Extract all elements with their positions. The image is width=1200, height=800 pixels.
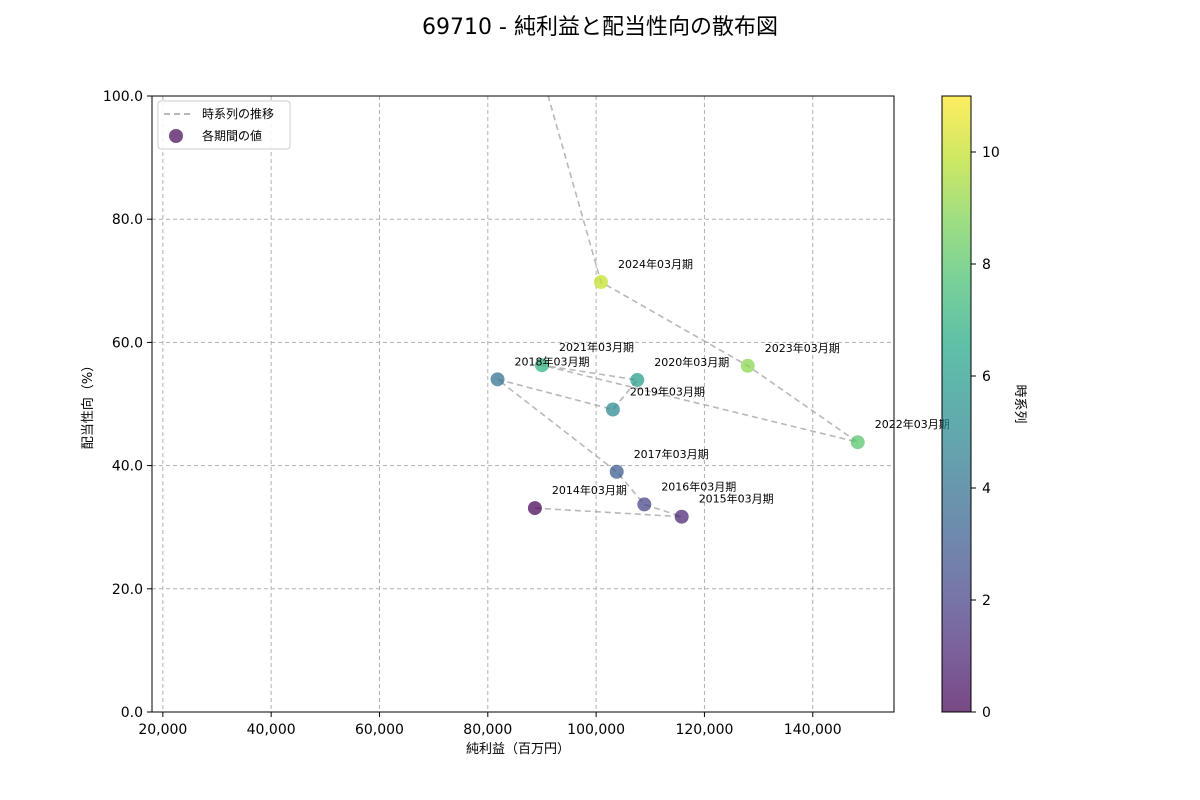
- x-tick-label: 100,000: [567, 722, 625, 738]
- colorbar: 0 2 4 6 8 10 時系列: [941, 95, 1027, 721]
- point-label: 2016年03月期: [661, 479, 736, 493]
- point-label: 2021年03月期: [559, 340, 634, 354]
- colorbar-tick-label: 10: [982, 145, 1000, 161]
- data-points: [490, 275, 865, 524]
- data-point: [534, 358, 549, 373]
- grid: [152, 96, 894, 712]
- y-tick-label: 0.0: [121, 705, 143, 721]
- legend-box: [157, 100, 291, 150]
- chart-title: 69710 - 純利益と配当性向の散布図: [422, 15, 778, 40]
- colorbar-frame: [941, 95, 972, 713]
- time-series-trail-line: [497, 96, 859, 518]
- x-tick-label: 60,000: [355, 722, 404, 738]
- x-tick-label: 20,000: [138, 722, 187, 738]
- point-label: 2022年03月期: [875, 417, 950, 431]
- x-axis-ticks: 20,000 40,000 60,000 80,000 100,000 120,000 14…: [138, 712, 842, 738]
- colorbar-tick-label: 6: [982, 369, 991, 385]
- legend-point-swatch: [169, 129, 183, 143]
- data-point: [637, 497, 652, 512]
- y-tick-label: 100.0: [103, 89, 143, 105]
- x-axis-label: 純利益（百万円）: [466, 742, 570, 757]
- colorbar-tick-label: 8: [982, 257, 991, 273]
- x-tick-label: 40,000: [247, 722, 296, 738]
- colorbar-tick-label: 0: [982, 705, 991, 721]
- data-point: [609, 464, 624, 479]
- point-label: 2014年03月期: [552, 483, 627, 497]
- x-tick-label: 140,000: [784, 722, 842, 738]
- y-axis-ticks: 0.0 20.0 40.0 60.0 80.0 100.0: [103, 89, 152, 721]
- legend: 時系列の推移 各期間の値: [157, 100, 291, 150]
- legend-point-label: 各期間の値: [202, 128, 262, 143]
- colorbar-tick-label: 2: [982, 593, 991, 609]
- y-tick-label: 40.0: [112, 459, 143, 475]
- data-point: [593, 275, 608, 290]
- colorbar-gradient: [942, 96, 971, 712]
- point-label: 2018年03月期: [515, 354, 590, 368]
- colorbar-ticks: 0 2 4 6 8 10: [971, 145, 1000, 721]
- x-tick-label: 120,000: [675, 722, 733, 738]
- data-point: [674, 509, 689, 524]
- data-point: [527, 501, 542, 516]
- point-label: 2015年03月期: [699, 492, 774, 506]
- point-label: 2024年03月期: [618, 257, 693, 271]
- x-tick-label: 80,000: [463, 722, 512, 738]
- point-label: 2020年03月期: [654, 355, 729, 369]
- point-label: 2017年03月期: [634, 447, 709, 461]
- colorbar-tick-label: 4: [982, 481, 991, 497]
- data-point: [490, 372, 505, 387]
- y-tick-label: 20.0: [112, 582, 143, 598]
- y-axis-label: 配当性向（%）: [80, 359, 96, 449]
- data-point: [850, 435, 865, 450]
- data-point: [630, 372, 645, 387]
- y-tick-label: 60.0: [112, 335, 143, 351]
- data-point: [605, 402, 620, 417]
- data-point: [740, 358, 755, 373]
- legend-line-label: 時系列の推移: [202, 107, 274, 121]
- colorbar-label: 時系列: [1012, 384, 1027, 423]
- plot-area-frame: [151, 95, 895, 713]
- point-label: 2019年03月期: [630, 385, 705, 399]
- y-tick-label: 80.0: [112, 212, 143, 228]
- point-label: 2023年03月期: [765, 341, 840, 355]
